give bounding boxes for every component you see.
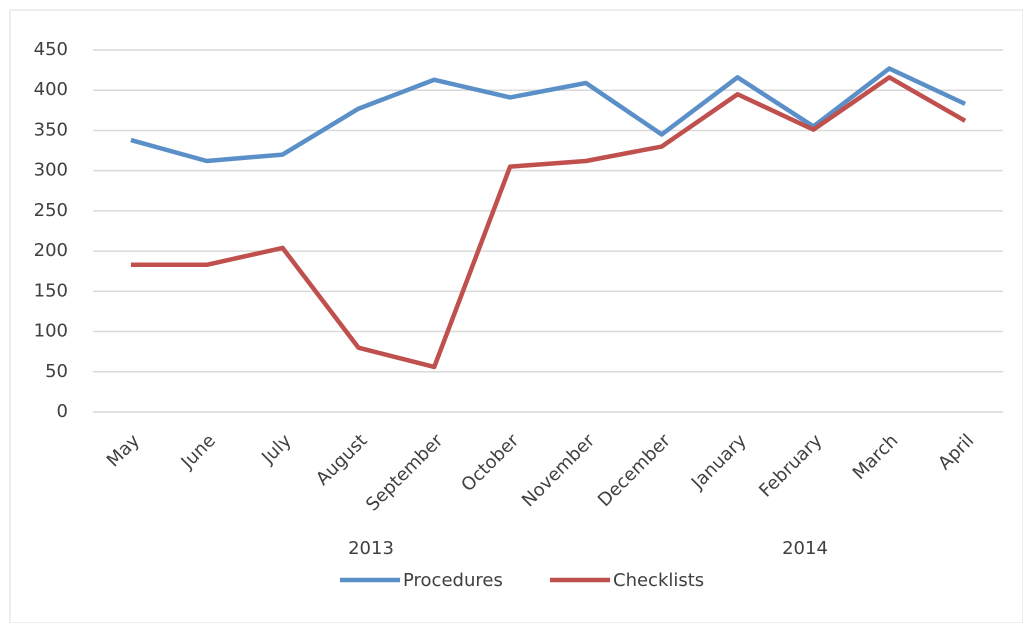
y-tick-label: 50 <box>45 361 68 382</box>
legend-label: Checklists <box>613 570 704 591</box>
y-tick-label: 200 <box>34 240 68 261</box>
series-line <box>130 66 967 164</box>
y-tick-label: 0 <box>57 401 68 422</box>
y-tick-label: 350 <box>34 119 68 140</box>
y-tick-label: 100 <box>34 321 68 342</box>
y-tick-label: 450 <box>34 39 68 60</box>
chart-frame <box>9 9 1023 623</box>
y-tick-label: 400 <box>34 79 68 100</box>
year-label: 2013 <box>348 538 394 559</box>
legend-label: Procedures <box>403 570 503 591</box>
y-tick-label: 150 <box>34 280 68 301</box>
series-line <box>130 75 967 370</box>
y-tick-label: 300 <box>34 160 68 181</box>
y-tick-label: 250 <box>34 200 68 221</box>
year-label: 2014 <box>782 538 828 559</box>
